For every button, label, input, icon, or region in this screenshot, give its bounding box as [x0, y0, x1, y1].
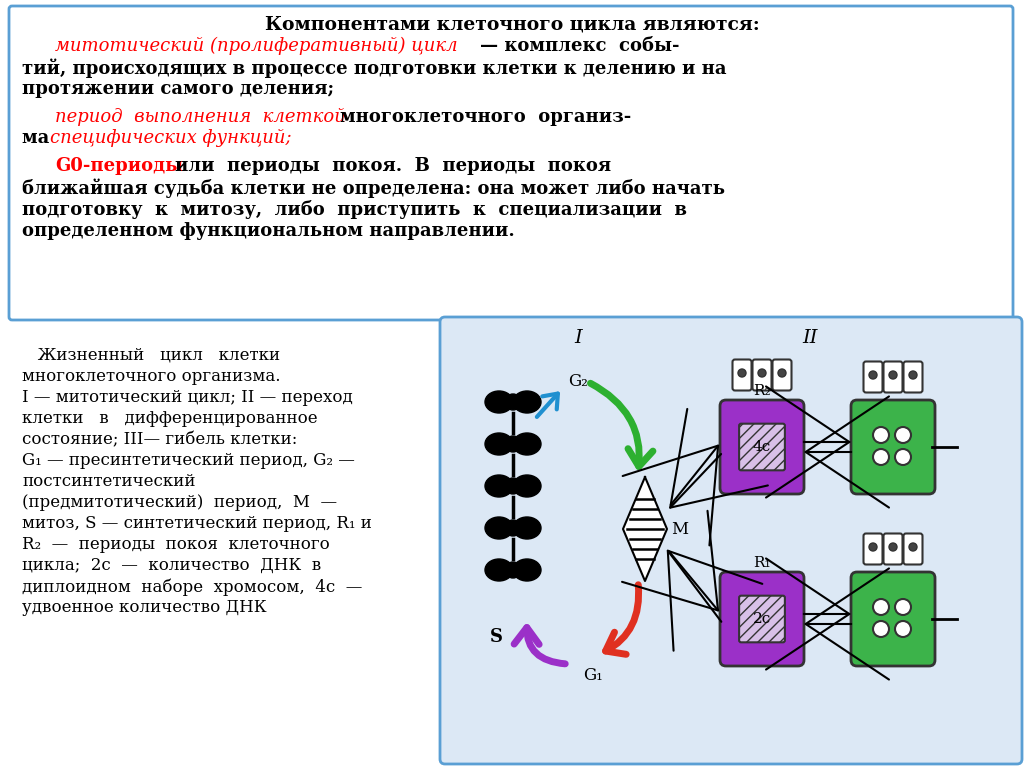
FancyBboxPatch shape: [772, 360, 792, 390]
Text: митотический (пролиферативный) цикл: митотический (пролиферативный) цикл: [55, 37, 458, 55]
Circle shape: [758, 369, 766, 377]
Text: 4c: 4c: [753, 440, 771, 454]
Ellipse shape: [505, 394, 521, 410]
Text: цикла;  2c  —  количество  ДНК  в: цикла; 2c — количество ДНК в: [22, 557, 322, 574]
Circle shape: [909, 371, 918, 379]
Text: R₂: R₂: [754, 384, 771, 398]
Circle shape: [895, 621, 911, 637]
Text: ма: ма: [22, 130, 55, 147]
Circle shape: [873, 449, 889, 465]
Circle shape: [889, 371, 897, 379]
Circle shape: [738, 369, 746, 377]
FancyBboxPatch shape: [440, 317, 1022, 764]
Ellipse shape: [505, 478, 521, 494]
Text: 2c: 2c: [753, 612, 771, 626]
FancyArrowPatch shape: [537, 393, 558, 417]
Ellipse shape: [513, 475, 541, 497]
Text: постсинтетический: постсинтетический: [22, 473, 196, 490]
Text: II: II: [802, 329, 818, 347]
Ellipse shape: [513, 391, 541, 413]
Circle shape: [895, 427, 911, 443]
FancyBboxPatch shape: [884, 534, 902, 565]
Text: состояние; III— гибель клетки:: состояние; III— гибель клетки:: [22, 431, 297, 448]
Ellipse shape: [505, 436, 521, 452]
Circle shape: [873, 621, 889, 637]
Circle shape: [895, 449, 911, 465]
Circle shape: [778, 369, 786, 377]
Circle shape: [869, 371, 877, 379]
Ellipse shape: [485, 517, 513, 539]
Polygon shape: [623, 477, 667, 581]
Ellipse shape: [485, 433, 513, 455]
Text: многоклеточного организма.: многоклеточного организма.: [22, 368, 281, 385]
Text: период  выполнения  клеткой: период выполнения клеткой: [55, 108, 346, 126]
Text: или  периоды  покоя.  В  периоды  покоя: или периоды покоя. В периоды покоя: [175, 157, 611, 176]
Circle shape: [869, 543, 877, 551]
Ellipse shape: [513, 433, 541, 455]
FancyBboxPatch shape: [739, 423, 784, 470]
Circle shape: [895, 599, 911, 615]
FancyBboxPatch shape: [732, 360, 752, 390]
FancyBboxPatch shape: [903, 361, 923, 393]
Text: диплоидном  наборе  хромосом,  4c  —: диплоидном наборе хромосом, 4c —: [22, 578, 362, 595]
Text: митоз, S — синтетический период, R₁ и: митоз, S — синтетический период, R₁ и: [22, 515, 372, 532]
FancyBboxPatch shape: [9, 6, 1013, 320]
Text: Жизненный   цикл   клетки: Жизненный цикл клетки: [22, 347, 281, 364]
Ellipse shape: [485, 475, 513, 497]
Text: G0-периоды: G0-периоды: [55, 157, 183, 176]
Ellipse shape: [485, 391, 513, 413]
Text: многоклеточного  организ-: многоклеточного организ-: [340, 108, 631, 126]
FancyBboxPatch shape: [739, 596, 784, 642]
FancyBboxPatch shape: [863, 361, 883, 393]
Ellipse shape: [485, 559, 513, 581]
FancyBboxPatch shape: [863, 534, 883, 565]
Text: протяжении самого деления;: протяжении самого деления;: [22, 80, 334, 98]
Text: I — митотический цикл; II — переход: I — митотический цикл; II — переход: [22, 389, 352, 406]
Text: G₂: G₂: [568, 374, 588, 390]
Ellipse shape: [505, 562, 521, 578]
FancyBboxPatch shape: [851, 572, 935, 666]
Ellipse shape: [513, 517, 541, 539]
Text: S: S: [489, 628, 503, 646]
FancyBboxPatch shape: [851, 400, 935, 494]
Text: ближайшая судьба клетки не определена: она может либо начать: ближайшая судьба клетки не определена: о…: [22, 179, 725, 199]
Text: M: M: [671, 521, 688, 538]
Text: клетки   в   дифференцированное: клетки в дифференцированное: [22, 410, 317, 427]
Text: G₁: G₁: [583, 667, 603, 684]
Text: Компонентами клеточного цикла являются:: Компонентами клеточного цикла являются:: [264, 16, 760, 34]
FancyBboxPatch shape: [720, 400, 804, 494]
Text: удвоенное количество ДНК: удвоенное количество ДНК: [22, 599, 266, 616]
FancyBboxPatch shape: [720, 572, 804, 666]
FancyBboxPatch shape: [903, 534, 923, 565]
Text: подготовку  к  митозу,  либо  приступить  к  специализации  в: подготовку к митозу, либо приступить к с…: [22, 200, 687, 219]
FancyArrowPatch shape: [514, 627, 565, 663]
Text: (предмитотический)  период,  M  —: (предмитотический) период, M —: [22, 494, 337, 511]
Text: тий, происходящих в процессе подготовки клетки к делению и на: тий, происходящих в процессе подготовки …: [22, 58, 726, 78]
Text: специфических функций;: специфических функций;: [50, 130, 292, 147]
FancyArrowPatch shape: [605, 584, 639, 654]
FancyArrowPatch shape: [591, 384, 653, 466]
Circle shape: [889, 543, 897, 551]
Circle shape: [873, 599, 889, 615]
Ellipse shape: [505, 520, 521, 536]
Circle shape: [909, 543, 918, 551]
Text: I: I: [574, 329, 582, 347]
Text: R₂  —  периоды  покоя  клеточного: R₂ — периоды покоя клеточного: [22, 536, 330, 553]
Text: G₁ — пресинтетический период, G₂ —: G₁ — пресинтетический период, G₂ —: [22, 452, 355, 469]
FancyBboxPatch shape: [753, 360, 771, 390]
Text: определенном функциональном направлении.: определенном функциональном направлении.: [22, 222, 515, 240]
Text: — комплекс  собы-: — комплекс собы-: [480, 37, 680, 55]
Text: R₁: R₁: [754, 556, 771, 570]
FancyBboxPatch shape: [884, 361, 902, 393]
Circle shape: [873, 427, 889, 443]
Ellipse shape: [513, 559, 541, 581]
